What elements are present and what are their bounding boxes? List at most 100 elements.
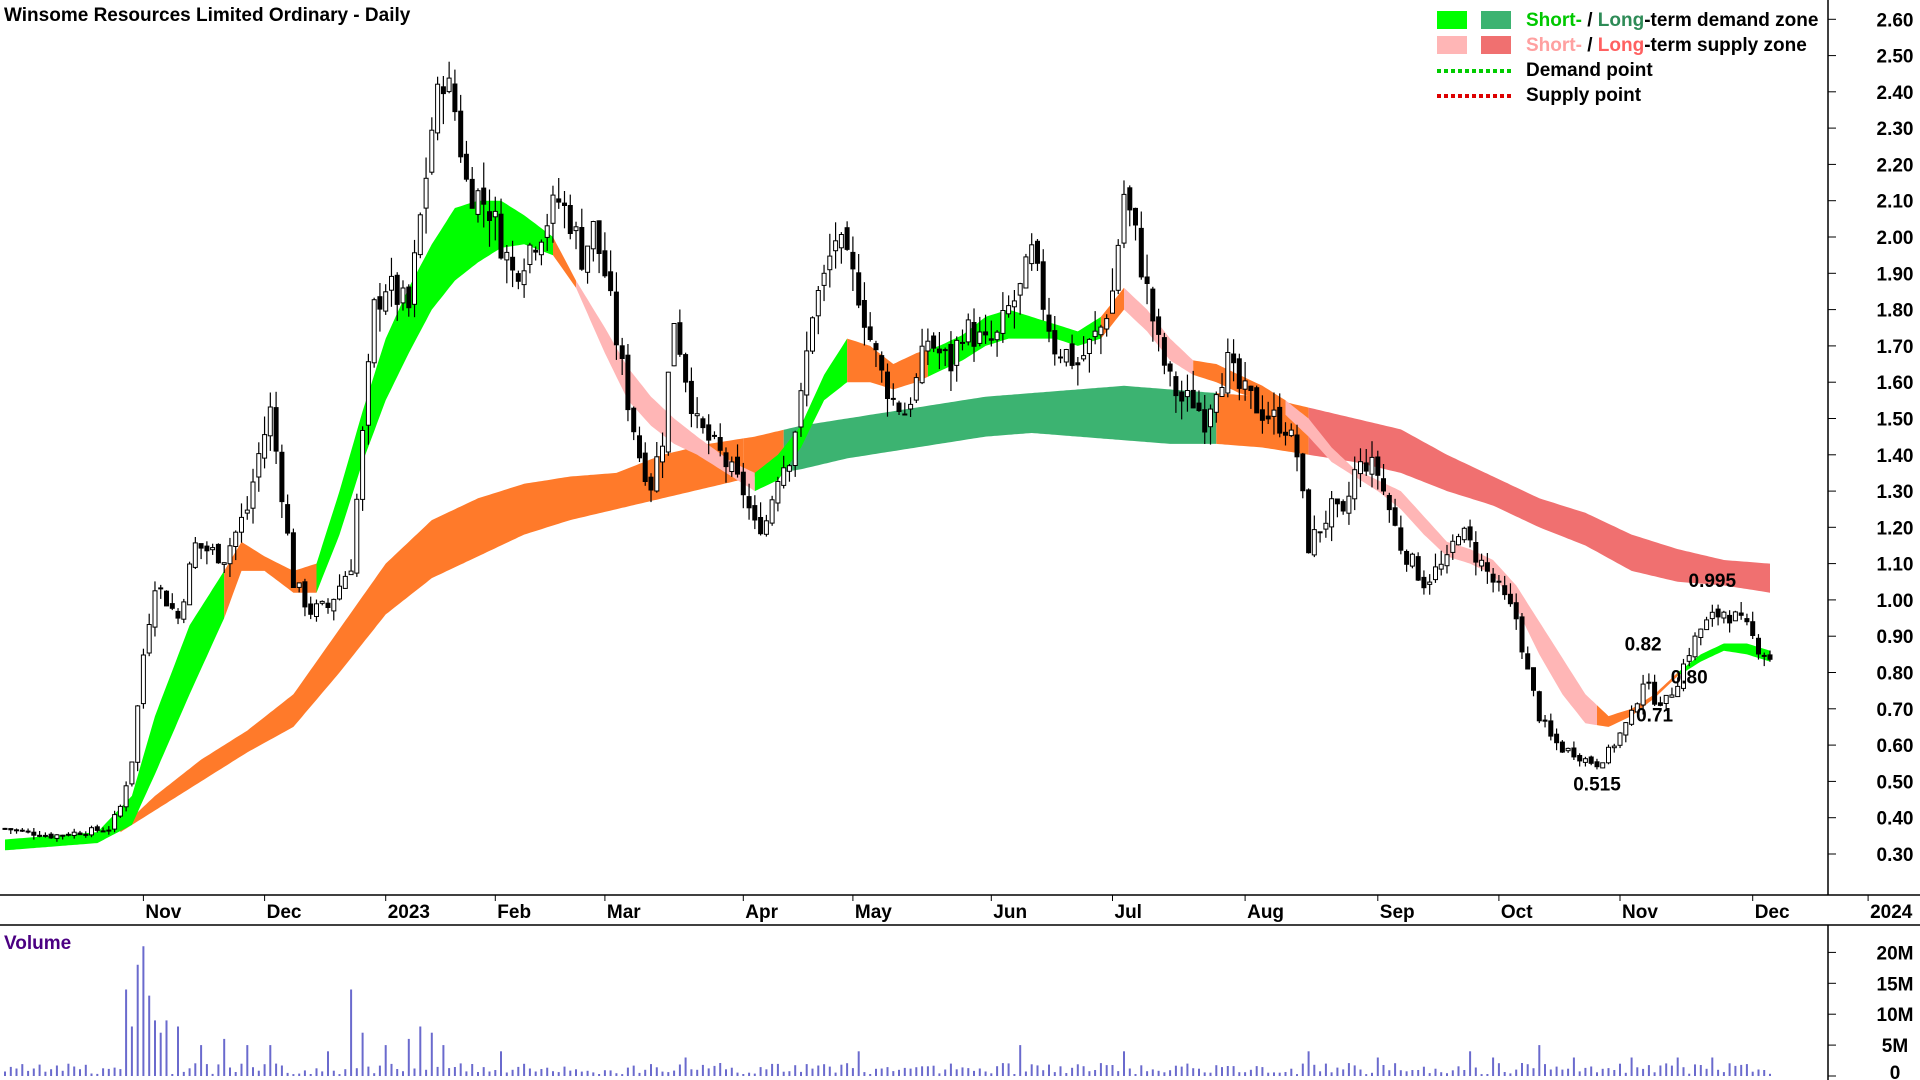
candle-body	[781, 467, 787, 486]
candle	[233, 530, 239, 561]
date-tick-label: Jul	[1115, 902, 1142, 923]
legend-swatch-short	[1437, 36, 1467, 54]
candle	[342, 571, 348, 589]
candle-body	[573, 226, 579, 232]
legend-label-short: Short-	[1526, 10, 1582, 31]
candle-body	[596, 220, 602, 255]
candle-body	[925, 340, 931, 352]
price-axis: 2.60 2.50 2.40 2.30 2.20 2.10 2.00 1.90 1.80 1.70…	[1828, 10, 1913, 866]
candle	[1179, 380, 1185, 420]
candle-body	[533, 249, 539, 253]
candle-body	[654, 456, 660, 492]
candle-body	[671, 323, 677, 367]
candle	[1063, 348, 1069, 367]
candle-body	[273, 407, 279, 452]
candle	[279, 444, 285, 518]
candle	[1254, 385, 1260, 414]
candle-body	[1323, 522, 1329, 530]
candle-body	[1404, 551, 1410, 565]
candle	[942, 347, 948, 366]
candle-body	[1415, 556, 1421, 581]
candle	[106, 826, 112, 835]
candle-body	[1144, 276, 1150, 284]
candle-body	[1317, 531, 1323, 534]
candle	[1375, 450, 1381, 490]
candle	[1427, 574, 1433, 595]
candle	[221, 562, 227, 573]
candle	[239, 503, 244, 543]
date-tick-label: Mar	[607, 902, 641, 923]
candle-body	[140, 654, 146, 705]
candle-body	[1352, 469, 1358, 500]
candle	[1311, 515, 1317, 558]
candle-body	[752, 505, 758, 521]
candle	[1271, 392, 1277, 435]
candle	[1692, 632, 1698, 661]
candle	[475, 188, 481, 223]
candle-body	[838, 234, 844, 249]
candle	[1617, 732, 1623, 749]
candle-body	[567, 205, 573, 234]
candle	[1121, 180, 1127, 249]
candle-body	[1548, 720, 1554, 737]
candle	[1040, 249, 1046, 321]
candle	[660, 432, 665, 478]
candle-body	[613, 291, 619, 346]
candle-body	[590, 221, 596, 250]
candle-body	[152, 590, 158, 628]
candle	[890, 383, 896, 406]
annotations-layer: 0.995 0.82 0.80 0.71 0.515	[1573, 571, 1736, 795]
candle-body	[1363, 462, 1369, 472]
chart-title: Winsome Resources Limited Ordinary - Dai…	[4, 5, 411, 26]
candle-body	[954, 339, 960, 366]
candle-body	[677, 322, 683, 355]
candle	[406, 284, 412, 317]
candle-body	[8, 828, 14, 831]
candle-body	[1531, 667, 1536, 691]
candle	[856, 254, 862, 309]
candle-body	[296, 582, 302, 588]
candle	[1306, 488, 1312, 554]
candle	[319, 600, 325, 606]
candle	[1594, 758, 1600, 770]
candle	[371, 297, 377, 368]
candle-body	[1225, 352, 1231, 394]
candle	[31, 828, 37, 840]
candle-body	[89, 827, 94, 836]
candle-body	[1294, 434, 1300, 458]
candle-body	[1236, 358, 1242, 389]
candle	[712, 431, 717, 440]
candle-body	[463, 153, 469, 180]
candle-body	[1208, 408, 1213, 428]
candle	[1456, 533, 1461, 546]
candle	[1358, 448, 1363, 488]
price-tick-label: 1.40	[1877, 446, 1914, 467]
candle	[1219, 373, 1225, 397]
candle	[1588, 755, 1594, 766]
candle	[1265, 401, 1271, 424]
candle-body	[746, 496, 752, 509]
candle-body	[861, 300, 867, 328]
price-tick-label: 0.60	[1877, 736, 1914, 757]
candle-body	[1006, 305, 1012, 315]
long-term-zone-segment-0	[120, 438, 744, 833]
candle-body	[775, 481, 781, 504]
candle	[181, 598, 187, 624]
candle-body	[1329, 498, 1335, 528]
candle	[1213, 391, 1219, 423]
candle-body	[642, 452, 648, 483]
candle-body	[1698, 628, 1704, 638]
candle	[1721, 610, 1727, 624]
candle	[1761, 652, 1767, 667]
candle-body	[913, 377, 919, 401]
candle-body	[1254, 387, 1260, 414]
candle	[654, 442, 660, 493]
date-tick-label: Nov	[1622, 902, 1658, 923]
candle-body	[1398, 527, 1404, 551]
candle-body	[890, 397, 896, 400]
candle	[1681, 658, 1686, 692]
candle-body	[694, 413, 700, 417]
candle	[1438, 550, 1444, 576]
candle-body	[1479, 559, 1485, 567]
